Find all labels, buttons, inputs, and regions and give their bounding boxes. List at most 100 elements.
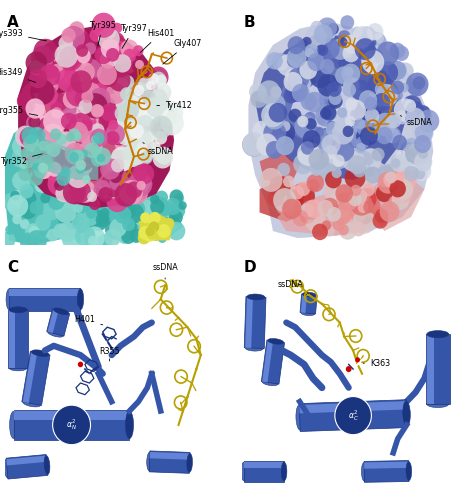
Circle shape (78, 362, 83, 367)
Circle shape (129, 124, 147, 142)
Circle shape (132, 210, 141, 220)
Circle shape (329, 91, 342, 105)
Circle shape (155, 217, 172, 235)
Circle shape (75, 179, 91, 195)
Circle shape (292, 210, 309, 227)
Circle shape (96, 212, 109, 227)
Circle shape (100, 66, 119, 88)
Circle shape (292, 84, 310, 102)
Circle shape (114, 190, 123, 200)
Circle shape (335, 66, 354, 86)
Circle shape (327, 121, 337, 131)
Circle shape (146, 229, 157, 240)
Text: Gly407: Gly407 (163, 39, 201, 64)
Circle shape (70, 181, 91, 203)
Circle shape (44, 127, 66, 150)
Circle shape (75, 225, 95, 247)
Circle shape (123, 129, 137, 144)
Text: Tyr412: Tyr412 (157, 101, 192, 110)
Circle shape (358, 112, 373, 127)
Circle shape (404, 169, 413, 179)
Circle shape (319, 147, 335, 163)
Circle shape (150, 115, 173, 139)
Circle shape (28, 170, 43, 186)
Polygon shape (244, 297, 266, 348)
Circle shape (327, 98, 337, 109)
Ellipse shape (302, 293, 316, 297)
Circle shape (92, 151, 100, 160)
Circle shape (314, 159, 335, 181)
Circle shape (324, 145, 337, 159)
Circle shape (81, 81, 92, 92)
Circle shape (115, 183, 137, 207)
Circle shape (138, 77, 152, 91)
Circle shape (50, 129, 61, 140)
Circle shape (72, 213, 89, 231)
Circle shape (38, 85, 58, 106)
Circle shape (82, 210, 98, 226)
Polygon shape (138, 212, 174, 241)
Circle shape (138, 231, 150, 245)
Circle shape (96, 212, 107, 223)
Circle shape (67, 150, 81, 164)
Circle shape (414, 168, 425, 180)
Circle shape (29, 207, 38, 217)
Circle shape (28, 127, 46, 145)
Circle shape (300, 61, 317, 80)
Circle shape (154, 92, 164, 102)
Circle shape (369, 49, 383, 63)
Circle shape (90, 129, 108, 147)
Circle shape (266, 52, 283, 69)
Circle shape (31, 114, 47, 130)
Circle shape (109, 122, 131, 146)
Circle shape (135, 175, 151, 191)
Circle shape (256, 134, 277, 155)
Circle shape (316, 70, 331, 87)
Circle shape (75, 62, 95, 83)
Circle shape (161, 111, 184, 136)
Circle shape (316, 45, 326, 55)
Circle shape (317, 74, 339, 97)
Circle shape (153, 233, 161, 241)
Circle shape (128, 135, 147, 154)
Circle shape (397, 176, 409, 188)
Circle shape (323, 81, 337, 95)
Circle shape (288, 36, 305, 54)
Circle shape (63, 62, 72, 72)
Circle shape (45, 65, 58, 79)
Circle shape (33, 172, 53, 193)
Circle shape (80, 185, 89, 194)
Circle shape (313, 130, 333, 150)
Circle shape (63, 91, 80, 108)
Circle shape (25, 223, 42, 241)
Text: His349: His349 (0, 68, 36, 82)
Circle shape (263, 121, 286, 146)
Circle shape (67, 165, 89, 188)
Ellipse shape (245, 345, 263, 351)
Circle shape (346, 100, 366, 120)
Circle shape (104, 229, 121, 247)
Circle shape (23, 135, 39, 152)
Circle shape (111, 158, 125, 172)
Circle shape (396, 150, 407, 161)
Circle shape (75, 58, 91, 75)
Circle shape (151, 227, 159, 235)
Circle shape (148, 66, 169, 88)
Circle shape (100, 208, 109, 218)
Circle shape (312, 224, 328, 240)
Circle shape (391, 155, 401, 165)
Circle shape (19, 127, 39, 147)
Circle shape (82, 175, 91, 184)
Circle shape (405, 145, 422, 163)
Circle shape (73, 149, 84, 161)
Polygon shape (299, 399, 407, 432)
Circle shape (170, 190, 183, 204)
Polygon shape (6, 454, 48, 479)
Circle shape (410, 148, 428, 166)
Circle shape (80, 135, 102, 158)
Circle shape (105, 124, 125, 144)
Circle shape (287, 47, 307, 68)
Circle shape (53, 47, 71, 65)
Circle shape (132, 165, 147, 181)
Circle shape (16, 127, 35, 148)
